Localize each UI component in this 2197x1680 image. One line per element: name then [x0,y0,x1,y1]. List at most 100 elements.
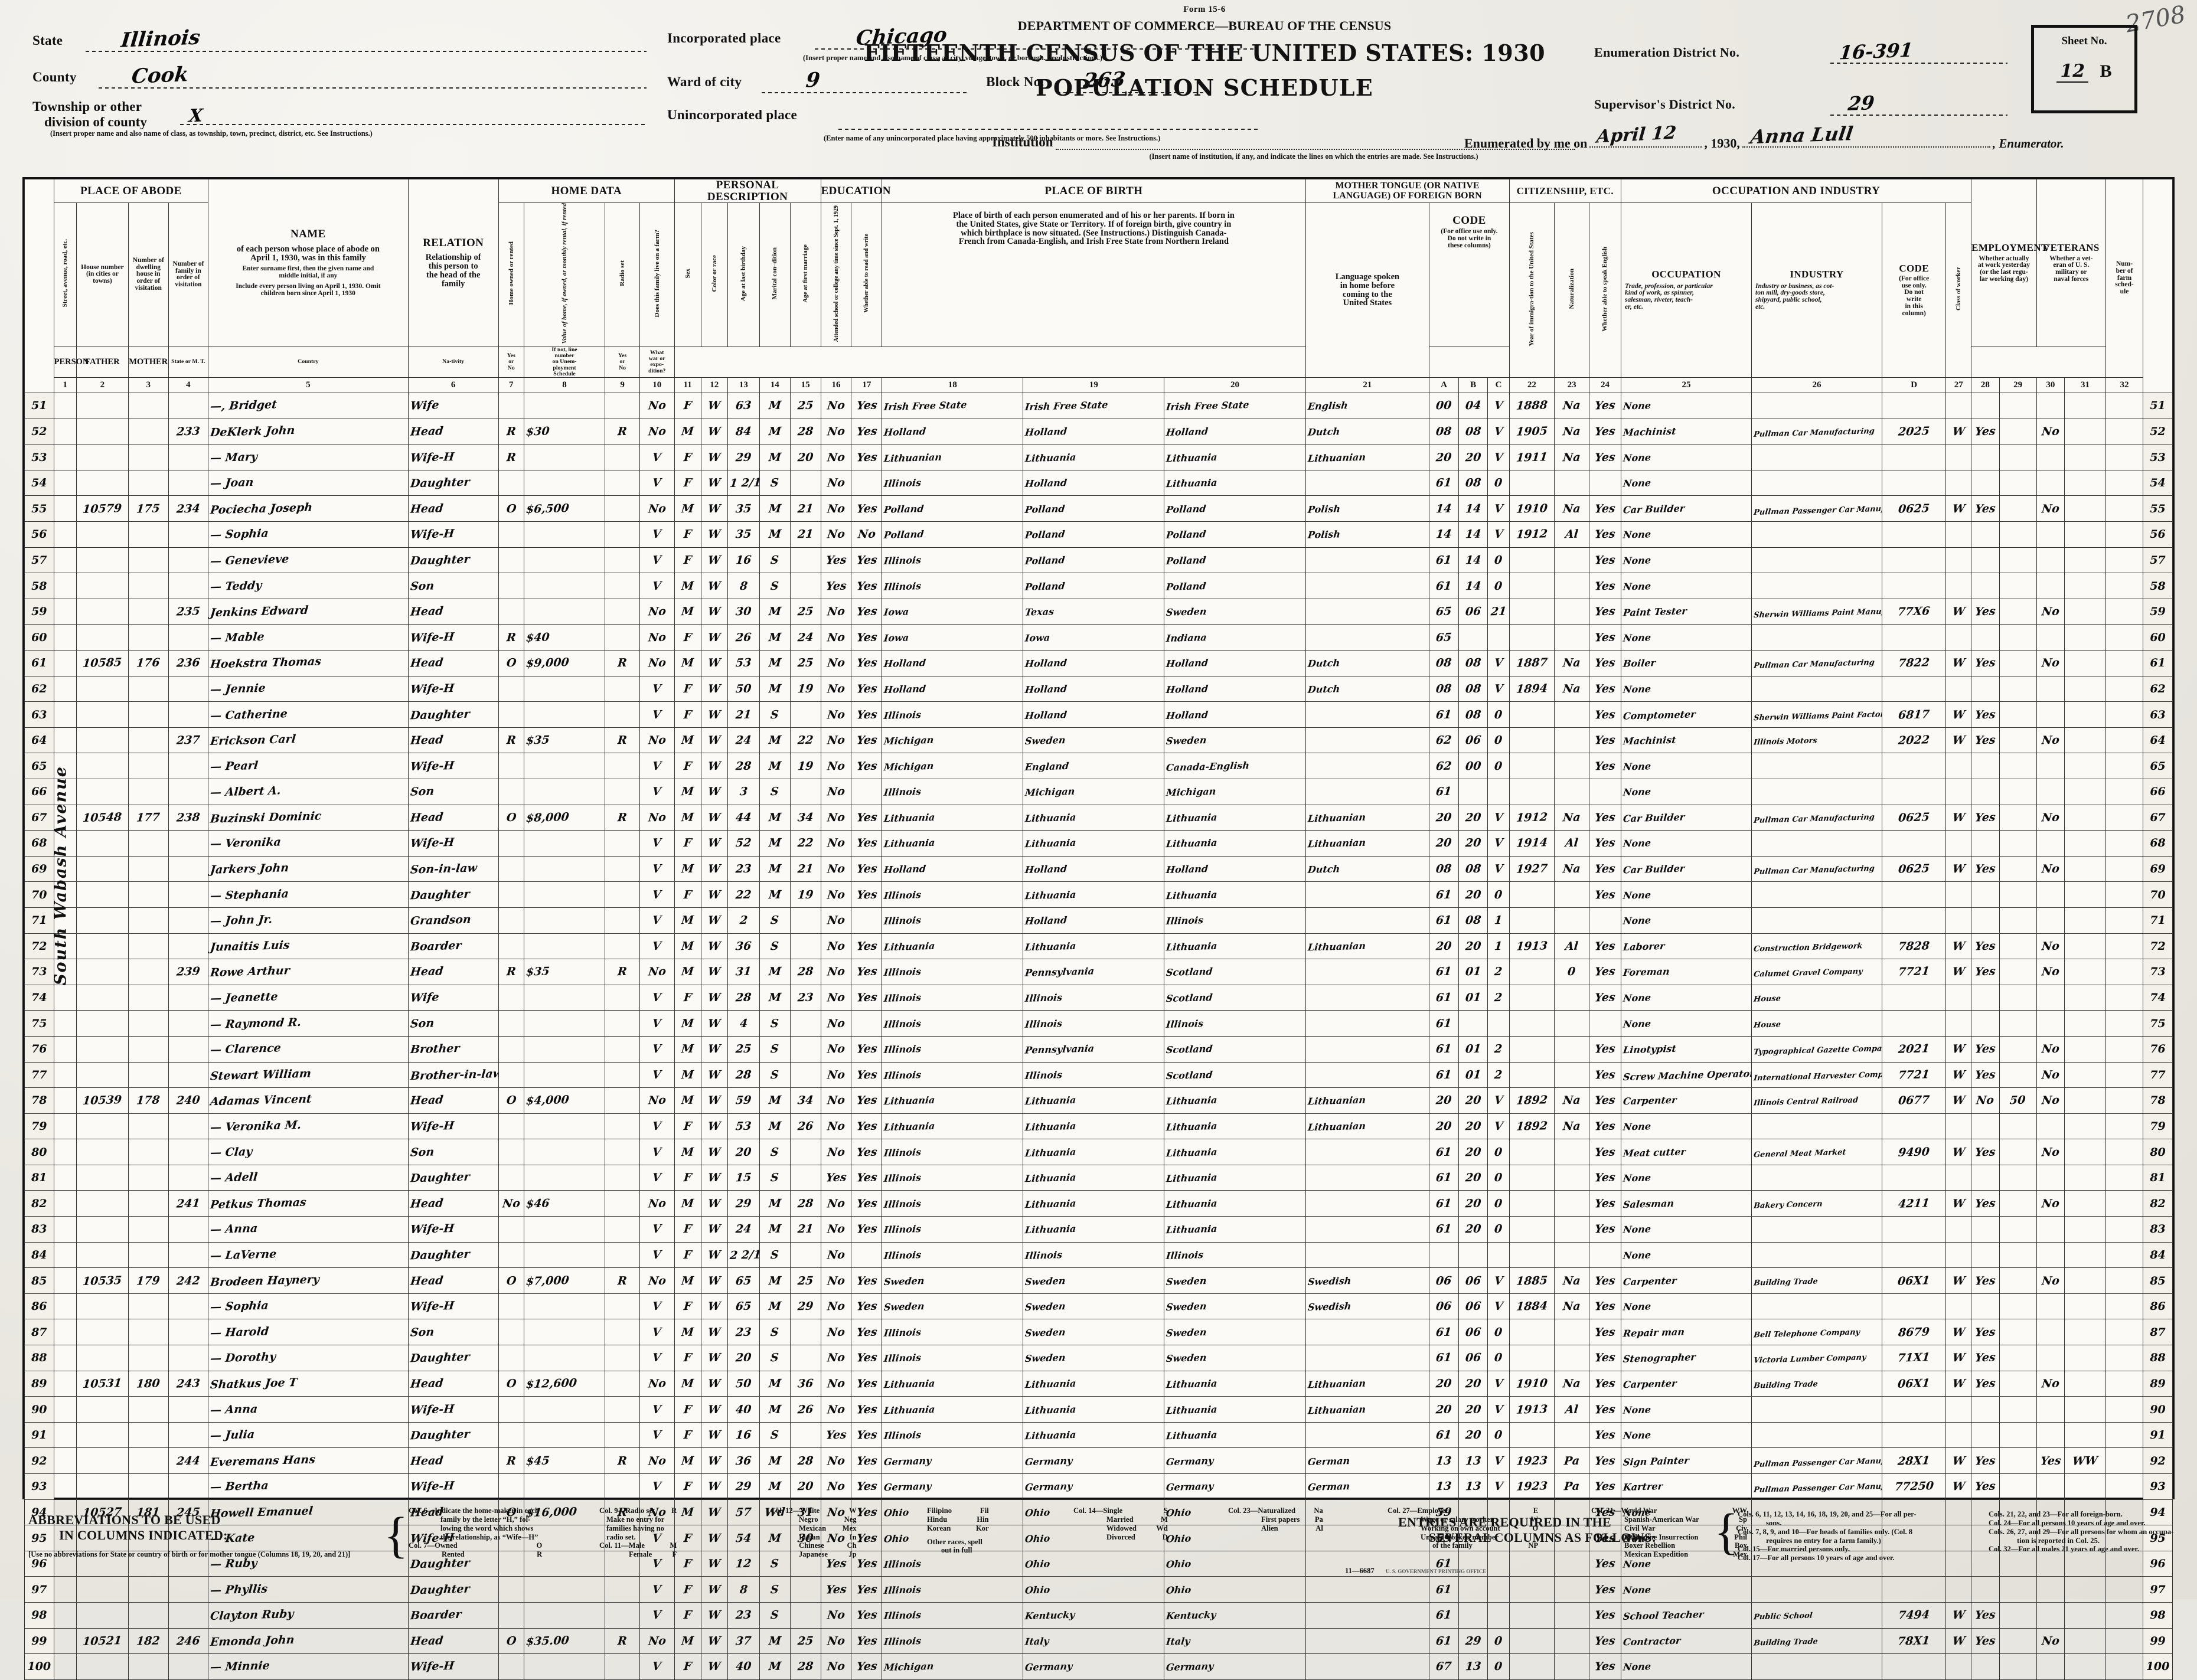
cell-cA[interactable]: 61 [1429,573,1459,599]
cell-marital[interactable]: S [759,1241,791,1269]
cell-fpob[interactable]: Illinois [1023,984,1165,1011]
cell-pob[interactable]: Illinois [882,1421,1024,1449]
cell-fpob[interactable]: Holland [1023,855,1165,883]
cell-cC[interactable]: 0 [1487,1345,1510,1371]
cell-race[interactable]: W [700,1653,728,1680]
cell-street[interactable] [53,1190,77,1217]
cell-marital[interactable]: M [759,1447,791,1475]
cell-age[interactable]: 65 [727,1293,760,1320]
cell-street[interactable] [53,1010,77,1037]
cell-farmsch[interactable] [2105,1293,2144,1320]
cell-relation[interactable]: Wife [407,393,499,419]
cell-marital[interactable]: M [759,881,791,908]
cell-dwell[interactable]: 179 [128,1267,169,1294]
cell-dwell[interactable] [128,1447,169,1475]
cell-nat[interactable]: Na [1554,1293,1589,1320]
cell-cA[interactable]: 20 [1429,1396,1459,1423]
cell-imm[interactable]: 1905 [1509,418,1555,445]
cell-work[interactable] [1971,624,2000,651]
cell-cB[interactable]: 08 [1458,418,1488,445]
cell-school[interactable]: Yes [820,547,852,574]
cell-nat[interactable] [1554,1241,1589,1269]
cell-fpob[interactable]: Holland [1023,650,1165,676]
cell-street[interactable] [53,469,77,496]
cell-race[interactable]: W [700,1447,728,1475]
cell-readwrite[interactable]: Yes [851,1525,883,1551]
cell-sex[interactable]: M [674,778,701,805]
cell-value[interactable]: $45 [523,1447,606,1475]
cell-house[interactable] [76,624,129,651]
cell-cD[interactable] [1882,1164,1947,1191]
cell-cA[interactable]: 67 [1429,1653,1459,1680]
cell-fam[interactable] [168,933,209,960]
cell-ind[interactable] [1751,907,1883,934]
cell-relation[interactable]: Wife-H [407,1216,499,1243]
cell-fam[interactable] [168,1653,209,1680]
cell-eng[interactable]: Yes [1588,1421,1622,1449]
cell-unemp[interactable] [1999,1241,2037,1269]
cell-marital[interactable]: M [759,444,791,470]
cell-tongue[interactable] [1305,984,1430,1011]
cell-readwrite[interactable]: Yes [851,959,883,985]
cell-value[interactable] [523,907,606,934]
cell-pob[interactable]: Ohio [882,1499,1024,1526]
cell-nat[interactable] [1554,1550,1589,1577]
cell-fam[interactable]: 244 [168,1447,209,1475]
cell-class[interactable] [1945,1241,1972,1269]
cell-tongue[interactable] [1305,1216,1430,1243]
cell-tongue[interactable] [1305,1319,1430,1346]
cell-own[interactable]: R [498,444,524,470]
cell-war[interactable] [2064,1035,2106,1063]
cell-tongue[interactable]: Lithuanian [1305,830,1430,857]
cell-age[interactable]: 8 [727,573,760,599]
cell-agemar[interactable]: 28 [789,959,821,985]
cell-unemp[interactable] [1999,855,2037,883]
cell-name[interactable]: Shatkus Joe T [208,1370,409,1397]
cell-cB[interactable]: 20 [1458,1113,1488,1140]
cell-sex[interactable]: F [674,469,701,496]
cell-cB[interactable] [1458,1241,1488,1269]
cell-pob[interactable]: Illinois [882,1010,1024,1037]
cell-ind[interactable]: Typographical Gazette Company [1751,1035,1883,1063]
cell-cC[interactable]: V [1487,830,1510,857]
cell-house[interactable] [76,573,129,599]
cell-fpob[interactable]: Holland [1023,907,1165,934]
cell-own[interactable] [498,753,524,779]
cell-eng[interactable]: Yes [1588,1576,1622,1603]
cell-sex[interactable]: M [674,933,701,960]
cell-vet[interactable]: No [2036,418,2065,445]
cell-own[interactable] [498,778,524,805]
cell-relation[interactable]: Wife-H [407,521,499,548]
cell-work[interactable]: Yes [1971,418,2000,445]
cell-readwrite[interactable]: Yes [851,1601,883,1629]
cell-pob[interactable]: Illinois [882,1601,1024,1629]
cell-race[interactable]: W [700,1319,728,1346]
cell-farmsch[interactable] [2105,804,2144,831]
cell-relation[interactable]: Daughter [407,469,499,496]
cell-name[interactable]: Adamas Vincent [208,1087,409,1114]
cell-fpob[interactable]: Texas [1023,598,1165,625]
cell-cC[interactable] [1487,1010,1510,1037]
cell-work[interactable] [1971,778,2000,805]
cell-nat[interactable] [1554,753,1589,779]
cell-ind[interactable] [1751,881,1883,908]
cell-value[interactable] [523,1241,606,1269]
cell-readwrite[interactable]: Yes [851,1190,883,1217]
cell-relation[interactable]: Head [407,418,499,445]
cell-farm[interactable]: No [639,1087,675,1114]
cell-cC[interactable]: 0 [1487,753,1510,779]
cell-race[interactable]: W [700,804,728,831]
cell-work[interactable]: Yes [1971,855,2000,883]
cell-war[interactable] [2064,1601,2106,1629]
cell-name[interactable]: — Ruby [208,1550,409,1577]
cell-mpob[interactable]: Illinois [1164,1010,1306,1037]
cell-name[interactable]: Petkus Thomas [208,1190,409,1217]
cell-street[interactable] [53,1241,77,1269]
cell-own[interactable] [498,1421,524,1449]
cell-class[interactable] [1945,1293,1972,1320]
cell-ind[interactable]: Sherwin Williams Paint Factory [1751,701,1883,728]
cell-dwell[interactable] [128,753,169,779]
cell-agemar[interactable]: 30 [789,1525,821,1551]
cell-unemp[interactable] [1999,1190,2037,1217]
cell-street[interactable] [53,1113,77,1140]
